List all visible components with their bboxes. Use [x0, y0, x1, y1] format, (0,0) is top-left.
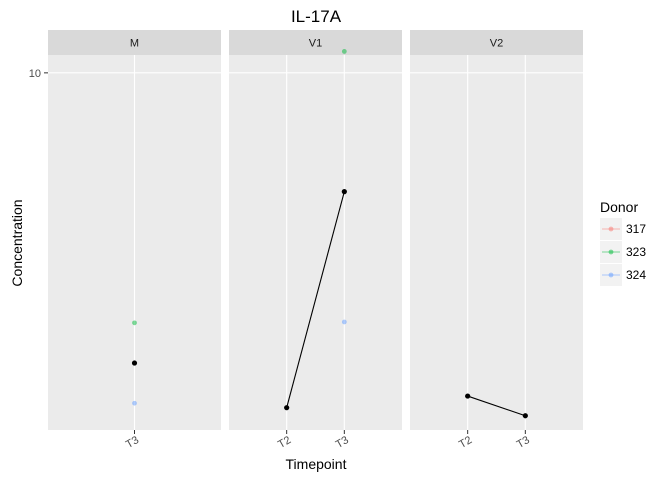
- legend-title: Donor: [600, 199, 638, 215]
- legend-label-324: 324: [626, 268, 646, 282]
- mean-line-V2: [467, 395, 526, 417]
- point-V2-T3-mean: [522, 413, 528, 419]
- plot-area-V2: [410, 55, 583, 430]
- point-V1-T3-mean: [341, 189, 347, 195]
- chart-title: IL-17A: [291, 7, 342, 26]
- mean-line-V1: [286, 191, 345, 408]
- legend-label-317: 317: [626, 222, 646, 236]
- x-tick-label-V1-T3: T3: [334, 434, 351, 451]
- legend-label-323: 323: [626, 245, 646, 259]
- x-tick-label-M-T3: T3: [124, 434, 141, 451]
- panel-M: M T3: [48, 30, 221, 451]
- y-axis: 10: [29, 68, 48, 80]
- legend: Donor 317 323 324: [600, 199, 646, 286]
- legend-key-point: [608, 249, 614, 255]
- panel-V1: V1 T2 T3: [229, 30, 402, 451]
- y-tick-label: 10: [29, 68, 41, 80]
- legend-key-point: [608, 226, 614, 232]
- legend-item-324: 324: [600, 264, 646, 286]
- strip-V1: [229, 30, 402, 55]
- plot-area-V1: [229, 55, 402, 430]
- point-M-T3-324: [132, 400, 137, 406]
- point-V1-T3-323: [341, 49, 347, 54]
- point-M-T3-mean: [131, 360, 138, 366]
- panel-V2: V2 T2 T3: [410, 30, 583, 451]
- strip-label-V1: V1: [309, 38, 322, 50]
- x-tick-label-V2-T3: T3: [515, 434, 532, 451]
- legend-item-317: 317: [600, 218, 646, 240]
- x-tick-label-V1-T2: T2: [276, 434, 293, 451]
- legend-item-323: 323: [600, 241, 646, 263]
- point-V1-T2-mean: [284, 405, 290, 411]
- facet-panels: M T3 V1 T2 T3 V2 T2 T3: [48, 30, 583, 451]
- strip-V2: [410, 30, 583, 55]
- strip-label-M: M: [130, 38, 139, 50]
- strip-M: [48, 30, 221, 55]
- point-V1-T3-324: [341, 319, 347, 325]
- x-tick-label-V2-T2: T2: [457, 434, 474, 451]
- point-V2-T2-mean: [465, 393, 471, 399]
- x-axis-title: Timepoint: [286, 456, 347, 472]
- strip-label-V2: V2: [490, 38, 503, 50]
- y-axis-title: Concentration: [9, 199, 25, 286]
- point-M-T3-323: [132, 320, 137, 326]
- legend-key-point: [608, 272, 614, 278]
